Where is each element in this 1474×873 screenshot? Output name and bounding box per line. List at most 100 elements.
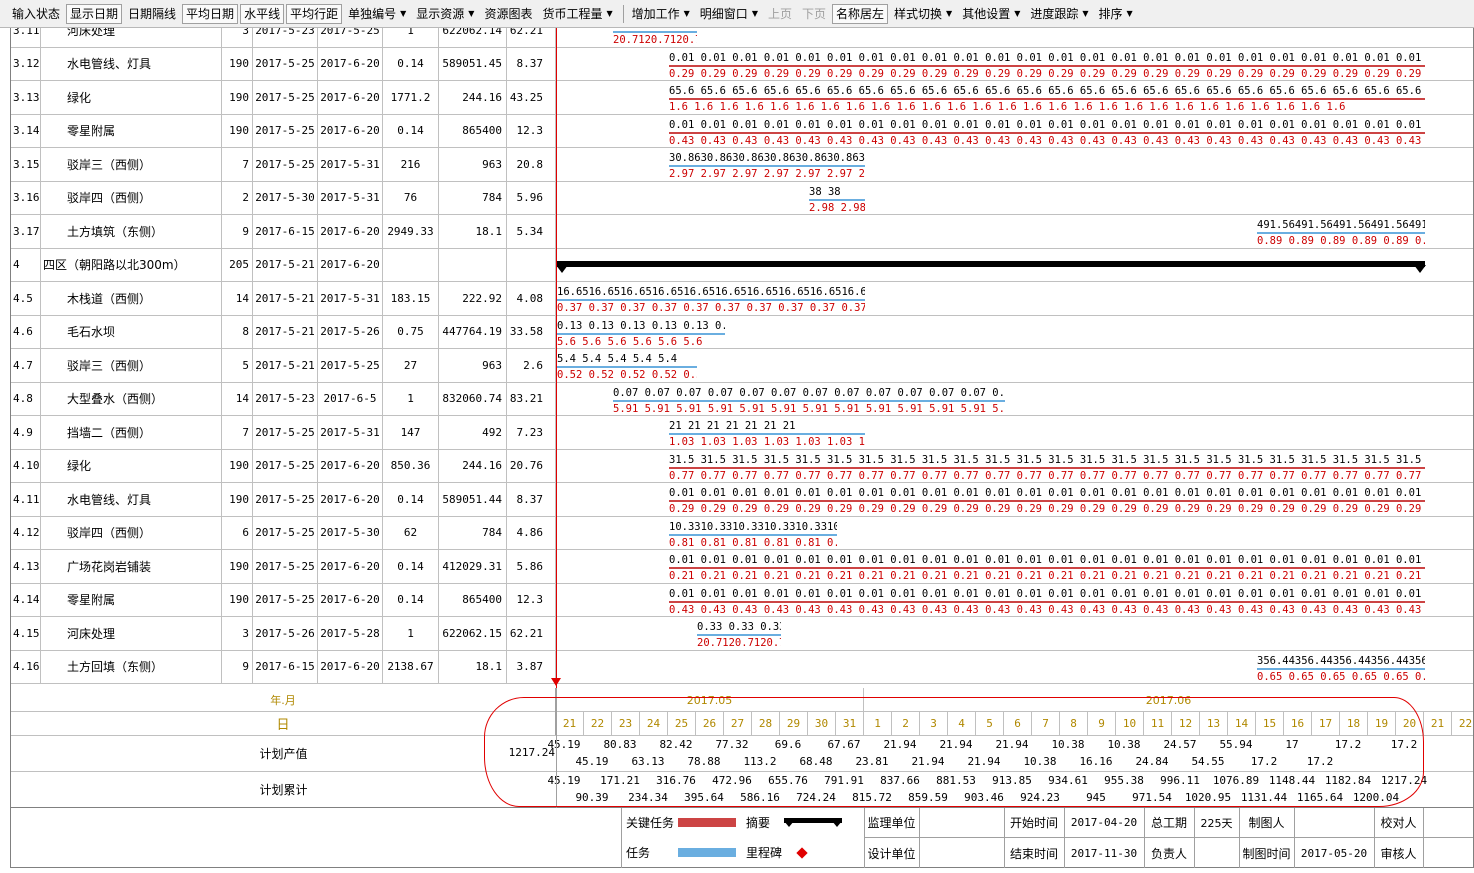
toolbar-button-2[interactable]: 日期隔线 bbox=[124, 4, 180, 24]
toolbar-button-12[interactable]: 上页 bbox=[764, 4, 796, 24]
summary-bar[interactable] bbox=[557, 260, 1425, 267]
task-row[interactable]: 4.8 大型叠水（西侧） 14 2017-5-23 2017-6-5 1 832060.74… bbox=[11, 382, 556, 416]
task-price: 244.16 bbox=[439, 449, 507, 482]
task-bar[interactable] bbox=[1257, 667, 1425, 670]
toolbar-button-10[interactable]: 增加工作 ▼ bbox=[628, 4, 694, 24]
plan-number: 1020.95 bbox=[1184, 791, 1232, 804]
task-id: 4.13 bbox=[11, 550, 41, 583]
task-start: 2017-5-25 bbox=[253, 449, 318, 482]
task-price: 622062.15 bbox=[439, 617, 507, 650]
toolbar-button-13[interactable]: 下页 bbox=[798, 4, 830, 24]
task-bar[interactable] bbox=[557, 366, 697, 368]
divider bbox=[1064, 808, 1065, 868]
toolbar-button-label: 明细窗口 bbox=[699, 7, 748, 21]
task-row[interactable]: 4.9 挡墙二（西侧） 7 2017-5-25 2017-5-31 147 492 7.23 bbox=[11, 416, 556, 450]
task-bar[interactable] bbox=[669, 533, 837, 536]
toolbar-button-4[interactable]: 水平线 bbox=[240, 4, 285, 24]
task-bar[interactable] bbox=[669, 98, 1425, 100]
task-row[interactable]: 4.14 零星附属 190 2017-5-25 2017-6-20 0.14 865400 1… bbox=[11, 583, 556, 617]
task-start: 2017-5-25 bbox=[253, 583, 318, 616]
task-qty: 2949.33 bbox=[383, 215, 439, 248]
plan-number: 21.94 bbox=[911, 755, 945, 768]
bar-bottom-value: 2.98 2.98 bbox=[809, 201, 865, 214]
task-row[interactable]: 3.13 绿化 190 2017-5-25 2017-6-20 1771.2 244.16 4… bbox=[11, 81, 556, 115]
task-name: 零星附属 bbox=[41, 114, 222, 147]
task-row[interactable]: 4.13 广场花岗岩铺装 190 2017-5-25 2017-6-20 0.14 4120… bbox=[11, 550, 556, 584]
toolbar-button-label: 平均日期 bbox=[186, 7, 235, 21]
toolbar-button-6[interactable]: 单独编号 ▼ bbox=[344, 4, 410, 24]
task-price: 832060.74 bbox=[439, 382, 507, 415]
toolbar-button-9[interactable]: 货币工程量 ▼ bbox=[538, 4, 616, 24]
toolbar-button-11[interactable]: 明细窗口 ▼ bbox=[696, 4, 762, 24]
task-price: 589051.44 bbox=[439, 483, 507, 516]
toolbar-button-18[interactable]: 排序 ▼ bbox=[1095, 4, 1137, 24]
task-bar[interactable] bbox=[613, 399, 1005, 402]
task-row[interactable]: 4.16 土方回填（东侧） 9 2017-6-15 2017-6-20 2138.67 18… bbox=[11, 650, 556, 684]
task-bar[interactable] bbox=[809, 198, 865, 201]
task-row[interactable]: 4.7 驳岸三（西侧） 5 2017-5-21 2017-5-25 27 963 2.6 bbox=[11, 349, 556, 383]
plan-number: 54.55 bbox=[1191, 755, 1225, 768]
toolbar-button-16[interactable]: 其他设置 ▼ bbox=[958, 4, 1024, 24]
task-bar[interactable] bbox=[669, 567, 1425, 569]
toolbar-button-14[interactable]: 名称居左 bbox=[832, 4, 889, 24]
task-row[interactable]: 4.12 驳岸四（西侧） 6 2017-5-25 2017-5-30 62 784 4.86 bbox=[11, 516, 556, 550]
plan-number: 78.88 bbox=[687, 755, 721, 768]
toolbar-button-1[interactable]: 显示日期 bbox=[66, 4, 123, 24]
task-row[interactable]: 3.11 河床处理 3 2017-5-23 2017-5-25 1 622062.14 62.… bbox=[11, 28, 556, 48]
toolbar-button-3[interactable]: 平均日期 bbox=[182, 4, 239, 24]
task-end: 2017-6-20 bbox=[318, 583, 383, 616]
task-bar[interactable] bbox=[669, 433, 865, 435]
day-cell: 19 bbox=[1368, 712, 1396, 735]
task-total: 3.87 bbox=[507, 650, 556, 683]
gantt-row-line bbox=[557, 381, 1473, 383]
dropdown-arrow-icon: ▼ bbox=[683, 9, 690, 18]
task-row[interactable]: 4.11 水电管线、灯具 190 2017-5-25 2017-6-20 0.14 5890… bbox=[11, 483, 556, 517]
toolbar: 输入状态 显示日期 日期隔线 平均日期 水平线 平均行距 单独编号 ▼ 显示资源 ▼ 资源图表 货币工… bbox=[0, 0, 1474, 28]
task-dur: 190 bbox=[222, 550, 253, 583]
task-bar[interactable] bbox=[669, 165, 865, 167]
divider bbox=[1144, 808, 1145, 868]
toolbar-button-17[interactable]: 进度跟踪 ▼ bbox=[1026, 4, 1092, 24]
task-row[interactable]: 4.5 木栈道（西侧） 14 2017-5-21 2017-5-31 183.15 222.… bbox=[11, 282, 556, 316]
task-qty: 27 bbox=[383, 349, 439, 382]
toolbar-button-15[interactable]: 样式切换 ▼ bbox=[890, 4, 956, 24]
task-price: 222.92 bbox=[439, 282, 507, 315]
toolbar-button-label: 显示资源 bbox=[416, 7, 465, 21]
task-row[interactable]: 3.14 零星附属 190 2017-5-25 2017-6-20 0.14 865400 1… bbox=[11, 114, 556, 148]
toolbar-button-8[interactable]: 资源图表 bbox=[480, 4, 536, 24]
task-bar[interactable] bbox=[613, 31, 697, 33]
toolbar-button-0[interactable]: 输入状态 bbox=[8, 4, 64, 24]
day-cell: 20 bbox=[1396, 712, 1424, 735]
month-2017-05: 2017.05 bbox=[556, 688, 864, 712]
legend-critical-task: 关键任务 摘要 bbox=[626, 814, 843, 831]
task-id: 4.10 bbox=[11, 449, 41, 482]
divider bbox=[864, 837, 1473, 838]
task-row[interactable]: 4.15 河床处理 3 2017-5-26 2017-5-28 1 622062.15 62.… bbox=[11, 617, 556, 651]
supervisor-label: 监理单位 bbox=[867, 816, 916, 830]
task-bar[interactable] bbox=[669, 600, 1425, 603]
toolbar-button-7[interactable]: 显示资源 ▼ bbox=[412, 4, 478, 24]
task-bar[interactable] bbox=[697, 634, 781, 636]
task-row[interactable]: 4.6 毛石水坝 8 2017-5-21 2017-5-26 0.75 447764.19 3… bbox=[11, 315, 556, 349]
task-bar[interactable] bbox=[1257, 232, 1425, 234]
task-bar[interactable] bbox=[557, 332, 725, 335]
task-row[interactable]: 3.17 土方填筑（东侧） 9 2017-6-15 2017-6-20 2949.33 18… bbox=[11, 215, 556, 249]
task-row[interactable]: 3.16 驳岸四（西侧） 2 2017-5-30 2017-5-31 76 784 5.96 bbox=[11, 181, 556, 215]
task-start: 2017-6-15 bbox=[253, 215, 318, 248]
gantt-row-line bbox=[557, 147, 1473, 148]
task-bar[interactable] bbox=[557, 299, 865, 301]
task-bar[interactable] bbox=[669, 64, 1425, 67]
task-row[interactable]: 4.10 绿化 190 2017-5-25 2017-6-20 850.36 244.16 2… bbox=[11, 449, 556, 483]
task-row[interactable]: 4 四区（朝阳路以北300m） 205 2017-5-21 2017-6-20 bbox=[11, 248, 556, 282]
task-dur: 9 bbox=[222, 215, 253, 248]
task-bar[interactable] bbox=[669, 500, 1425, 502]
toolbar-button-5[interactable]: 平均行距 bbox=[286, 4, 343, 24]
day-cell: 5 bbox=[976, 712, 1004, 735]
toolbar-button-label: 排序 bbox=[1098, 7, 1123, 21]
task-bar[interactable] bbox=[669, 466, 1425, 469]
task-row[interactable]: 3.15 驳岸三（西侧） 7 2017-5-25 2017-5-31 216 963 20.8 bbox=[11, 148, 556, 182]
task-price: 865400 bbox=[439, 114, 507, 147]
task-name: 木栈道（西侧） bbox=[41, 282, 222, 315]
task-row[interactable]: 3.12 水电管线、灯具 190 2017-5-25 2017-6-20 0.14 5890… bbox=[11, 47, 556, 81]
task-bar[interactable] bbox=[669, 131, 1425, 134]
